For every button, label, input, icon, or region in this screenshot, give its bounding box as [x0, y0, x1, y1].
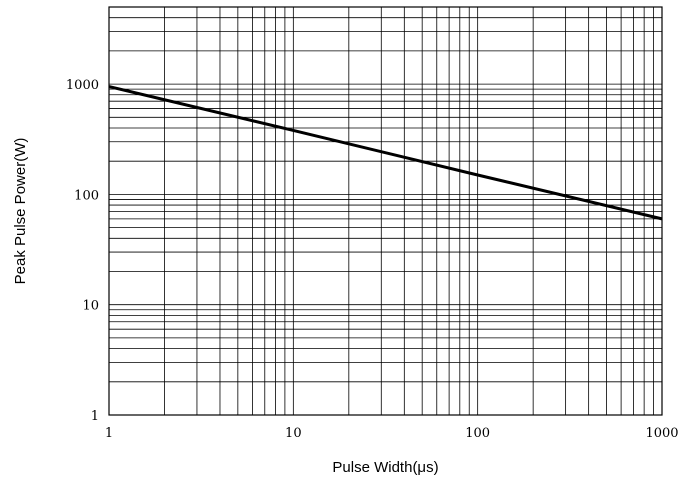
- x-tick-label: 1: [105, 426, 113, 441]
- x-tick-label: 100: [465, 426, 490, 441]
- series-line-1: [108, 85, 663, 221]
- x-tick-labels: 1 10 100 1000: [105, 426, 679, 441]
- y-axis-title: Peak Pulse Power(W): [12, 138, 29, 285]
- grid: [109, 7, 662, 415]
- y-tick-labels: 1 10 100 1000: [66, 78, 99, 424]
- plot-frame: [108, 6, 663, 416]
- y-tick-label: 1000: [66, 78, 99, 93]
- x-axis-title: Pulse Width(μs): [332, 459, 438, 476]
- series-layer: [108, 85, 663, 221]
- x-tick-label: 10: [285, 426, 302, 441]
- y-tick-label: 1: [91, 409, 99, 424]
- x-tick-label: 1000: [645, 426, 678, 441]
- y-tick-label: 10: [82, 299, 99, 314]
- y-tick-label: 100: [74, 188, 99, 203]
